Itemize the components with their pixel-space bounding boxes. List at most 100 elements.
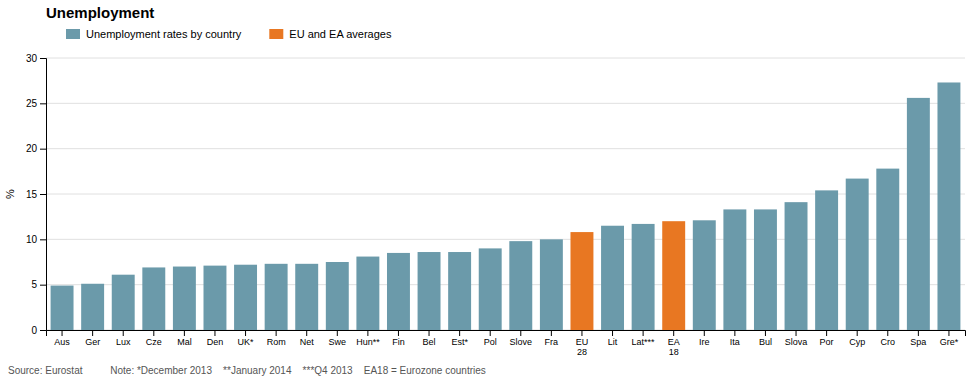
x-tick-mark (92, 330, 93, 336)
x-tick-label: Lat*** (632, 337, 656, 347)
legend-label: Unemployment rates by country (86, 28, 242, 40)
x-tick-mark (490, 330, 491, 336)
x-tick: Cze (146, 330, 162, 347)
bar (846, 179, 869, 330)
bar (448, 252, 471, 330)
x-tick-mark (857, 330, 858, 336)
bar (51, 286, 74, 330)
x-tick-label: UK* (238, 337, 255, 347)
x-tick-mark (459, 330, 460, 336)
x-tick-label: EA18 (668, 337, 680, 357)
y-tick-label: 30 (26, 53, 38, 64)
bar (693, 220, 716, 330)
bar (203, 266, 226, 330)
x-tick: Por (820, 330, 834, 347)
x-tick-label: Fin (392, 337, 405, 347)
y-tick-label: 15 (26, 189, 38, 200)
grid-line (46, 58, 965, 59)
bar (601, 226, 624, 330)
x-tick: Est* (451, 330, 468, 347)
y-axis-line (40, 59, 47, 331)
x-tick: Lux (116, 330, 131, 347)
bar (876, 169, 899, 330)
bar (785, 202, 808, 330)
x-tick-label: Swe (329, 337, 347, 347)
x-tick: Gre* (940, 330, 959, 347)
x-tick-mark (367, 330, 368, 336)
x-tick-mark (734, 330, 735, 336)
y-tick-mark (40, 330, 46, 331)
x-tick-label: Cro (881, 337, 896, 347)
y-tick-mark (40, 149, 46, 150)
x-tick-mark (398, 330, 399, 336)
x-tick-mark (306, 330, 307, 336)
x-tick: EA18 (668, 330, 680, 357)
x-tick: Hun** (356, 330, 380, 347)
x-tick-label: Bel (423, 337, 436, 347)
x-tick-mark (184, 330, 185, 336)
x-tick-mark (918, 330, 919, 336)
bar (937, 82, 960, 330)
x-tick-mark (704, 330, 705, 336)
legend-swatch (269, 29, 283, 39)
bar (723, 209, 746, 330)
x-tick-mark (796, 330, 797, 336)
x-tick-mark (276, 330, 277, 336)
bar (234, 265, 257, 330)
bar (265, 264, 288, 330)
x-tick-label: Cyp (849, 337, 865, 347)
x-tick-label: Slove (510, 337, 533, 347)
legend-label: EU and EA averages (289, 28, 392, 40)
y-tick-label: 5 (31, 279, 37, 290)
bar (815, 190, 838, 330)
bar (907, 98, 930, 330)
x-tick: Bul (759, 330, 772, 347)
grid-line (46, 103, 965, 104)
legend-swatch (66, 29, 80, 39)
x-tick: Fra (545, 330, 559, 347)
y-tick-mark (40, 103, 46, 104)
x-tick-label: Ger (85, 337, 100, 347)
bar (570, 232, 593, 330)
x-tick-label: Fra (545, 337, 559, 347)
x-tick-mark (429, 330, 430, 336)
bar (81, 284, 104, 330)
y-tick-label: 0 (31, 325, 37, 336)
x-tick: UK* (238, 330, 255, 347)
x-tick-mark (520, 330, 521, 336)
bar (540, 239, 563, 330)
x-tick: Ita (730, 330, 740, 347)
x-tick: Cyp (849, 330, 865, 347)
x-tick-label: Est* (451, 337, 468, 347)
x-tick-label: EU28 (576, 337, 589, 357)
x-tick-label: Lit (608, 337, 618, 347)
x-tick-mark (887, 330, 888, 336)
x-tick: Spa (910, 330, 926, 347)
y-tick: 5 (31, 279, 46, 290)
bar (142, 267, 165, 330)
plot: 051015202530AusGerLuxCzeMalDenUK*RomNetS… (26, 53, 966, 358)
x-tick: Ire (699, 330, 710, 347)
x-tick: EU28 (576, 330, 589, 357)
x-tick-label: Gre* (940, 337, 959, 347)
y-axis-title: % (4, 189, 16, 199)
x-tick-label: Hun** (356, 337, 380, 347)
y-tick-label: 25 (26, 98, 38, 109)
x-tick: Bel (423, 330, 436, 347)
chart: 051015202530AusGerLuxCzeMalDenUK*RomNetS… (0, 0, 977, 380)
bar (112, 275, 135, 330)
x-tick-label: Ire (699, 337, 710, 347)
x-tick-mark (551, 330, 552, 336)
x-axis: AusGerLuxCzeMalDenUK*RomNetSweHun**FinBe… (47, 330, 966, 357)
y-tick: 30 (26, 53, 46, 64)
x-tick-mark (337, 330, 338, 336)
bar (326, 262, 349, 330)
x-axis-line (47, 331, 966, 337)
x-tick-label: Ita (730, 337, 740, 347)
x-tick-mark (673, 330, 674, 336)
y-tick: 25 (26, 98, 46, 109)
x-tick: Cro (881, 330, 896, 347)
x-tick-label: Net (300, 337, 315, 347)
x-tick-mark (948, 330, 949, 336)
bar (754, 209, 777, 330)
